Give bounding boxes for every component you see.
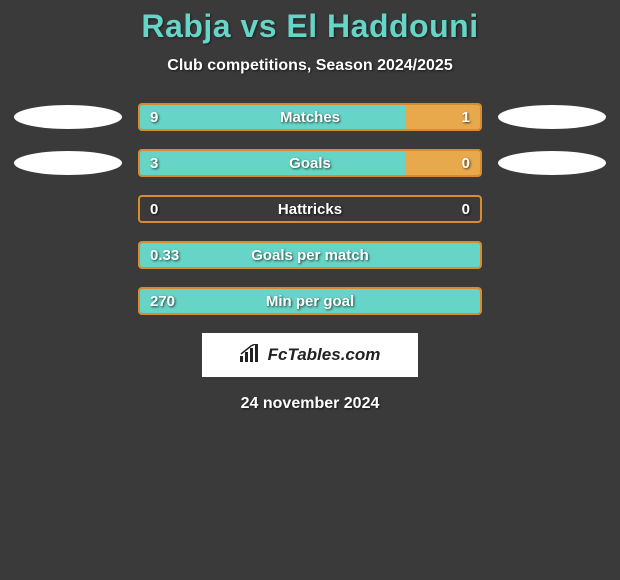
stat-bar: 0.33Goals per match [138, 241, 482, 269]
stat-bar: 00Hattricks [138, 195, 482, 223]
player-left-marker [14, 151, 122, 175]
player-right-marker [498, 151, 606, 175]
bar-label: Hattricks [140, 197, 480, 221]
stat-row: 91Matches [0, 103, 620, 131]
stat-row: 00Hattricks [0, 195, 620, 223]
stat-row: 270Min per goal [0, 287, 620, 315]
spacer [498, 289, 606, 313]
source-logo: FcTables.com [202, 333, 418, 377]
subtitle: Club competitions, Season 2024/2025 [0, 57, 620, 75]
spacer [498, 197, 606, 221]
stat-row: 0.33Goals per match [0, 241, 620, 269]
bar-label: Goals per match [140, 243, 480, 267]
bar-label: Matches [140, 105, 480, 129]
page-title: Rabja vs El Haddouni [0, 8, 620, 45]
spacer [498, 243, 606, 267]
stat-bar: 30Goals [138, 149, 482, 177]
player-right-marker [498, 105, 606, 129]
bar-chart-icon [240, 344, 262, 367]
spacer [14, 197, 122, 221]
stat-row: 30Goals [0, 149, 620, 177]
bar-label: Goals [140, 151, 480, 175]
bars-container: 91Matches 30Goals 00Hattricks 0.33Goals per… [0, 103, 620, 315]
stat-bar: 270Min per goal [138, 287, 482, 315]
logo-text: FcTables.com [268, 345, 381, 365]
spacer [14, 289, 122, 313]
bar-label: Min per goal [140, 289, 480, 313]
player-left-marker [14, 105, 122, 129]
spacer [14, 243, 122, 267]
comparison-infographic: Rabja vs El Haddouni Club competitions, … [0, 0, 620, 413]
stat-bar: 91Matches [138, 103, 482, 131]
date-label: 24 november 2024 [0, 395, 620, 413]
